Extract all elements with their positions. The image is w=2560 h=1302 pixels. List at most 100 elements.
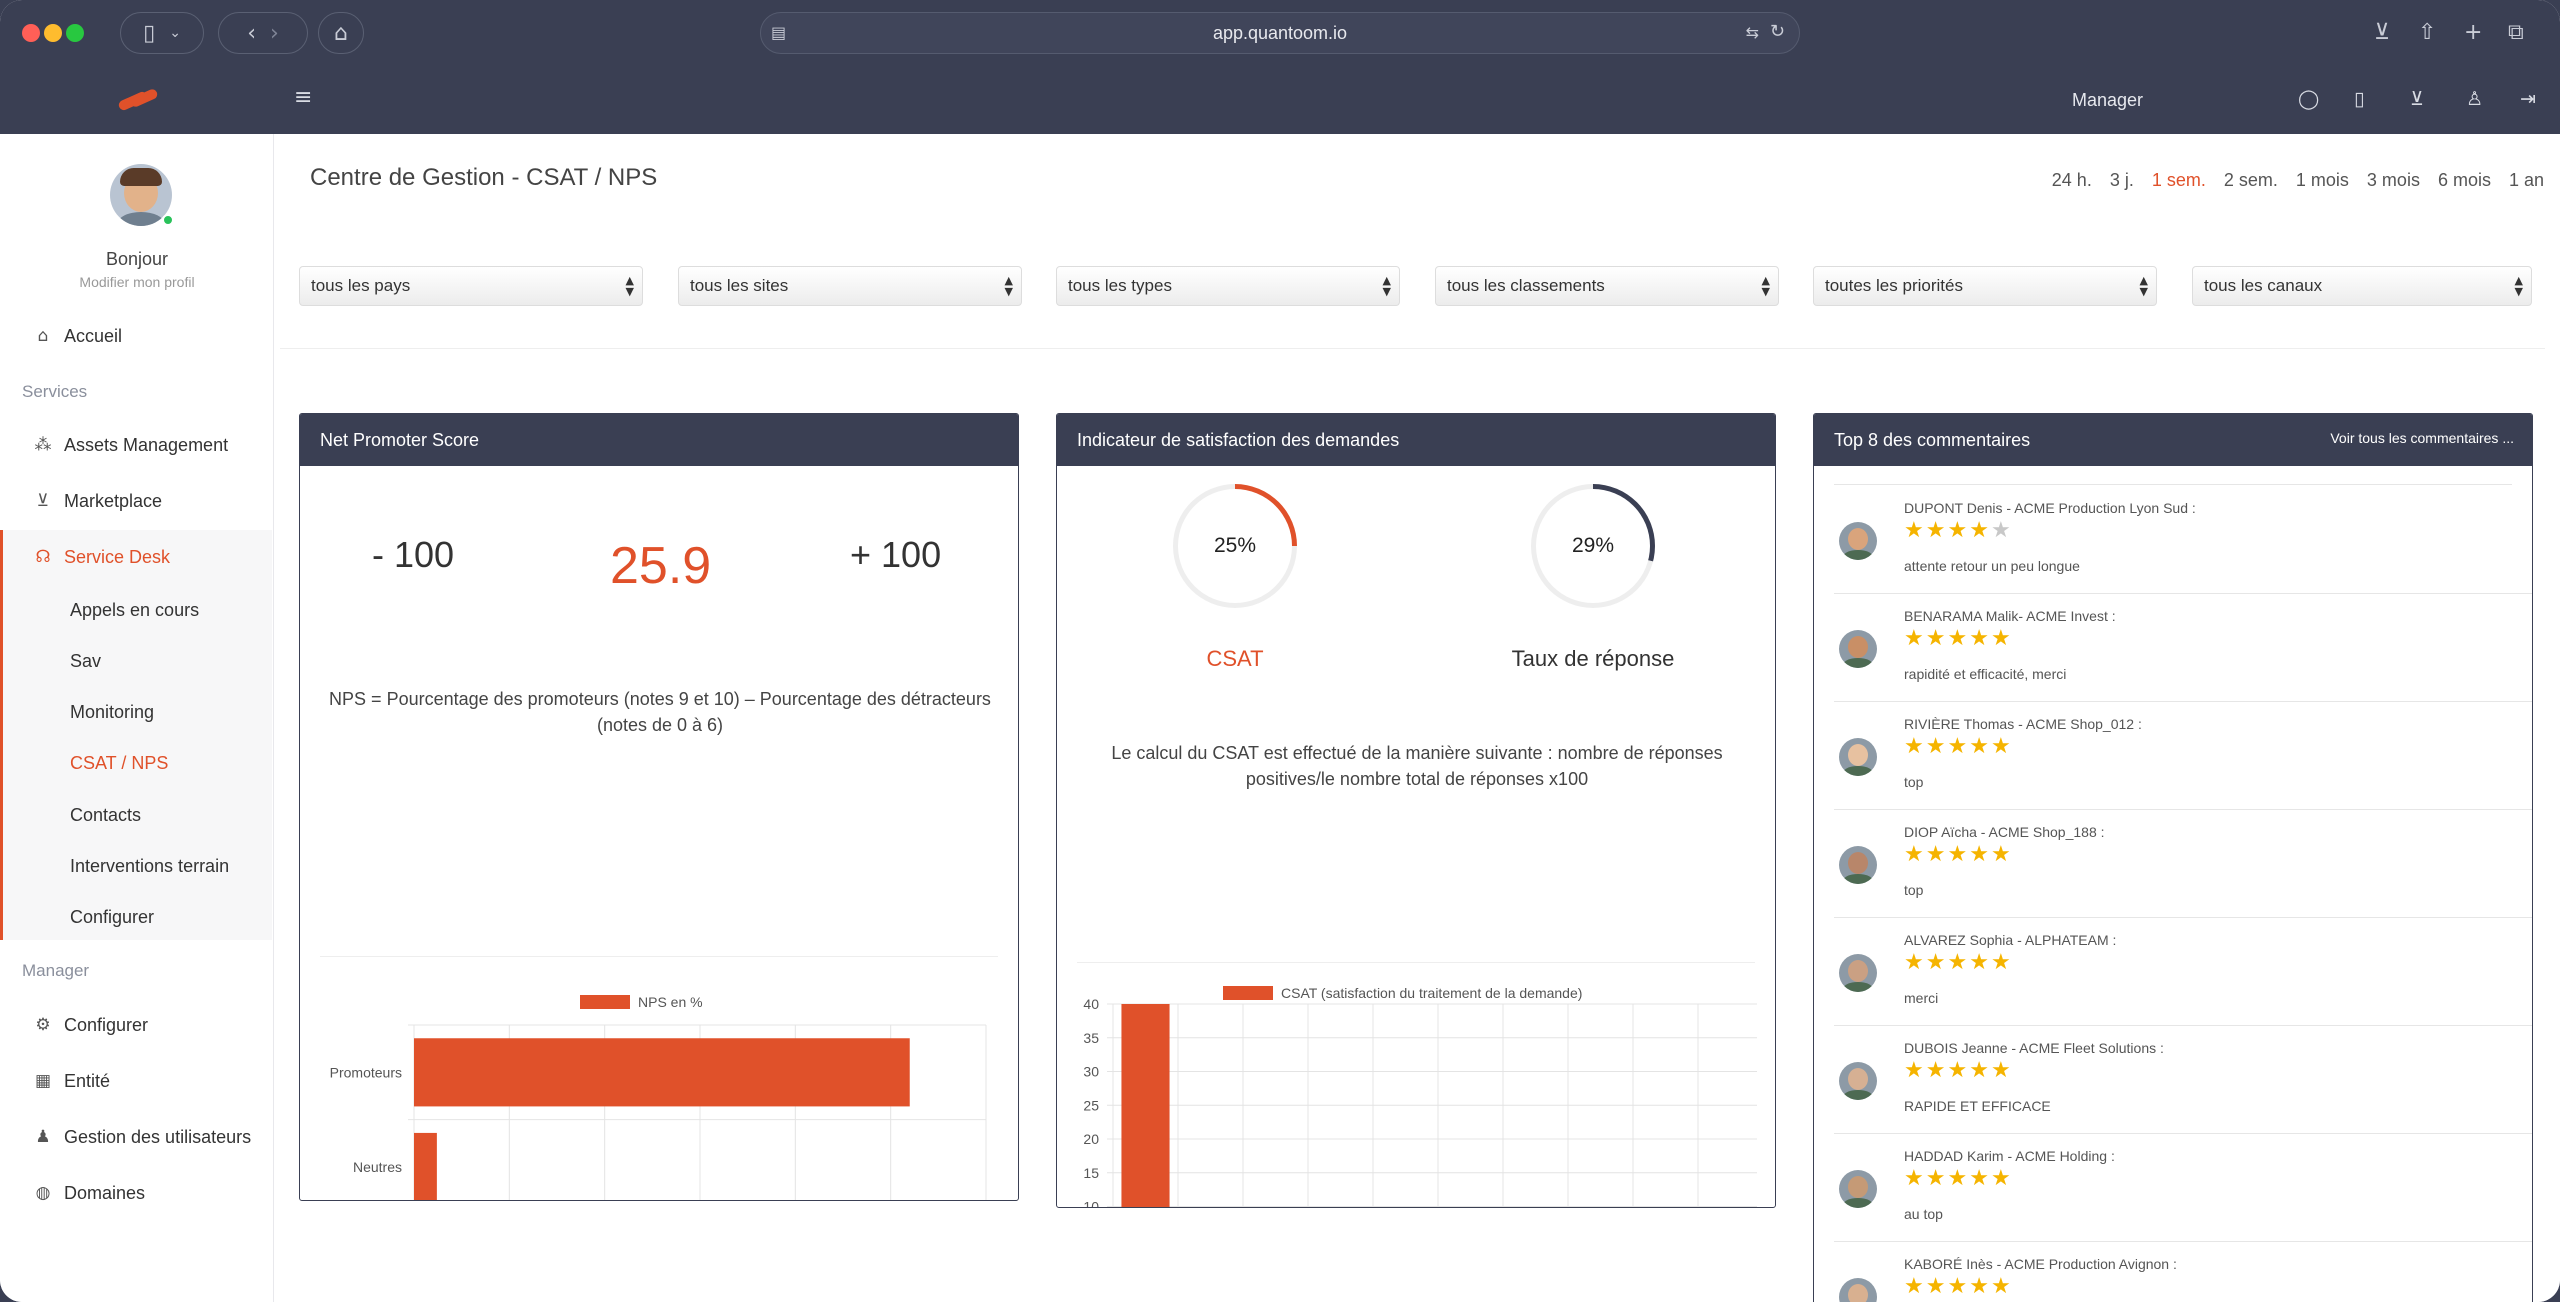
sidebar-subitem-contacts[interactable]: Contacts [70, 805, 142, 825]
star-icon: ★ [1925, 1274, 1948, 1299]
forward-icon[interactable]: › [270, 20, 279, 46]
filter-country[interactable]: tous les pays ▲ ▼ [299, 266, 643, 306]
menu-hamburger-icon[interactable]: ≡ [294, 85, 313, 110]
period-option[interactable]: 24 h. [2051, 170, 2092, 190]
role-label: Manager [2072, 90, 2144, 110]
quantoom-logo[interactable] [117, 87, 159, 112]
commenter-avatar [1839, 738, 1877, 776]
tabs-overview-icon[interactable]: ⧉ [2508, 20, 2524, 45]
legend-label: CSAT (satisfaction du traitement de la d… [1281, 985, 1582, 1001]
sidebar-item-users[interactable]: ♟ Gestion des utilisateurs [0, 1115, 272, 1159]
star-icon: ★ [1969, 626, 1991, 651]
sidebar-subitem-configurer[interactable]: Configurer [70, 907, 155, 927]
period-option[interactable]: 1 an [2508, 170, 2544, 190]
new-tab-icon[interactable]: + [2464, 20, 2483, 45]
edit-profile-link[interactable]: Modifier mon profil [79, 274, 195, 290]
sidebar-item-configurer[interactable]: ⚙ Configurer [0, 1003, 272, 1047]
filter-value: tous les canaux [2204, 276, 2323, 295]
filter-priority[interactable]: toutes les priorités ▲ ▼ [1813, 266, 2157, 306]
translate-icon[interactable]: ⇆ [1745, 23, 1759, 42]
filter-site[interactable]: tous les sites ▲ ▼ [678, 266, 1022, 306]
y-tick-label: Promoteurs [330, 1064, 402, 1080]
address-bar[interactable]: ▤ app.quantoom.io ⇆ ↻ [760, 12, 1800, 54]
divider [320, 956, 998, 957]
star-icon: ★ [1925, 950, 1948, 975]
users-icon: ♟ [35, 1127, 51, 1147]
see-all-comments-link[interactable]: Voir tous les commentaires ... [2330, 430, 2514, 446]
sidebar-item-service-desk[interactable]: ☊ Service Desk [0, 535, 272, 579]
commenter-avatar [1839, 1062, 1877, 1100]
star-icon: ★ [1904, 1058, 1926, 1083]
period-option[interactable]: 1 mois [2295, 170, 2349, 190]
period-option[interactable]: 1 sem. [2151, 170, 2206, 190]
response-rate-label: Taux de réponse [1511, 646, 1675, 671]
nps-bar-chart: NPS en %051015202530PromoteursNeutresDét… [330, 994, 987, 1200]
star-icon: ★ [1947, 626, 1970, 651]
sidebar-item-assets[interactable]: ⁂ Assets Management [0, 423, 272, 467]
commenter-name: HADDAD Karim - ACME Holding : [1904, 1148, 2115, 1164]
period-option[interactable]: 2 sem. [2223, 170, 2278, 190]
response-gauge-value: 29% [1536, 489, 1650, 603]
sidebar-item-entite[interactable]: ▦ Entité [0, 1059, 272, 1103]
period-option[interactable]: 6 mois [2437, 170, 2491, 190]
sidebar-item-marketplace[interactable]: ⊻ Marketplace [0, 479, 272, 523]
user-icon[interactable]: ♙ [2466, 88, 2484, 110]
period-option[interactable]: 3 mois [2366, 170, 2420, 190]
section-manager: Manager [22, 961, 90, 980]
period-option[interactable]: 3 j. [2109, 170, 2134, 190]
star-icon: ★ [1925, 1058, 1948, 1083]
sitemap-icon: ⁂ [34, 435, 52, 455]
bar [414, 1132, 437, 1200]
chevron-down-icon: ⌄ [169, 25, 181, 41]
star-icon: ★ [1947, 1274, 1970, 1299]
star-icon: ★ [1904, 518, 1926, 543]
close-window-button[interactable] [22, 24, 40, 42]
avatar[interactable] [110, 164, 172, 226]
star-icon: ★ [1990, 1274, 2013, 1299]
commenter-avatar [1839, 954, 1877, 992]
download-icon[interactable]: ⊻ [2374, 20, 2391, 45]
nps-panel-header: Net Promoter Score [300, 414, 1018, 466]
cart-icon[interactable]: ⊻ [2410, 88, 2424, 110]
comments-panel: Top 8 des commentaires Voir tous les comm… [1813, 413, 2533, 1302]
filter-channel[interactable]: tous les canaux ▲ ▼ [2192, 266, 2532, 306]
select-arrows-icon: ▲ ▼ [1761, 274, 1770, 298]
filter-classement[interactable]: tous les classements ▲ ▼ [1435, 266, 1779, 306]
sidebar-toggle-button[interactable]: ▯ ⌄ [120, 12, 204, 54]
home-button[interactable]: ⌂ [318, 12, 364, 54]
y-tick-label: Neutres [353, 1159, 402, 1175]
comment-text: rapidité et efficacité, merci [1904, 666, 2067, 682]
csat-panel-header: Indicateur de satisfaction des demandes [1057, 414, 1775, 466]
sidebar-item-domaines[interactable]: ◍ Domaines [0, 1171, 272, 1215]
star-icon: ★ [1947, 518, 1970, 543]
share-icon[interactable]: ⇧ [2418, 20, 2437, 45]
sidebar-item-label: Configurer [64, 1014, 149, 1035]
commenter-name: KABORÉ Inès - ACME Production Avignon : [1904, 1256, 2177, 1272]
comment-text: top [1904, 882, 1924, 898]
sidebar-subitem-csat-nps[interactable]: CSAT / NPS [70, 753, 169, 773]
star-icon: ★ [1990, 734, 2013, 759]
filter-value: toutes les priorités [1825, 276, 1963, 295]
star-icon: ★ [1969, 518, 1991, 543]
document-icon[interactable]: ▯ [2354, 88, 2365, 110]
logout-icon[interactable]: ⇥ [2520, 88, 2536, 110]
filter-type[interactable]: tous les types ▲ ▼ [1056, 266, 1400, 306]
divider [280, 348, 2545, 349]
sidebar-subitem-appels[interactable]: Appels en cours [70, 600, 200, 620]
sidebar-item-accueil[interactable]: ⌂ Accueil [0, 314, 272, 358]
back-icon[interactable]: ‹ [247, 20, 256, 46]
browser-toolbar: ▯ ⌄ ‹ › ⌂ ▤ app.quantoom.io ⇆ ↻ ⊻ ⇧ + ⧉ [0, 0, 2560, 66]
period-selector: 24 h. 3 j. 1 sem. 2 sem. 1 mois 3 mois 6 mois 1… [2052, 170, 2544, 191]
star-icon: ★ [1904, 842, 1926, 867]
zoom-window-button[interactable] [66, 24, 84, 42]
sidebar-subitem-sav[interactable]: Sav [70, 651, 102, 671]
star-rating-icon: ★★★★★ [1904, 1166, 2013, 1192]
minimize-window-button[interactable] [44, 24, 62, 42]
sidebar-subitem-monitoring[interactable]: Monitoring [70, 702, 155, 722]
sidebar-item-label: Entité [64, 1070, 111, 1091]
sidebar-subitem-interventions[interactable]: Interventions terrain [70, 856, 230, 876]
comments-panel-header: Top 8 des commentaires Voir tous les comm… [1814, 414, 2532, 466]
chat-icon[interactable]: ◯ [2298, 88, 2320, 110]
reload-icon[interactable]: ↻ [1769, 21, 1785, 42]
star-icon: ★ [1969, 734, 1991, 759]
